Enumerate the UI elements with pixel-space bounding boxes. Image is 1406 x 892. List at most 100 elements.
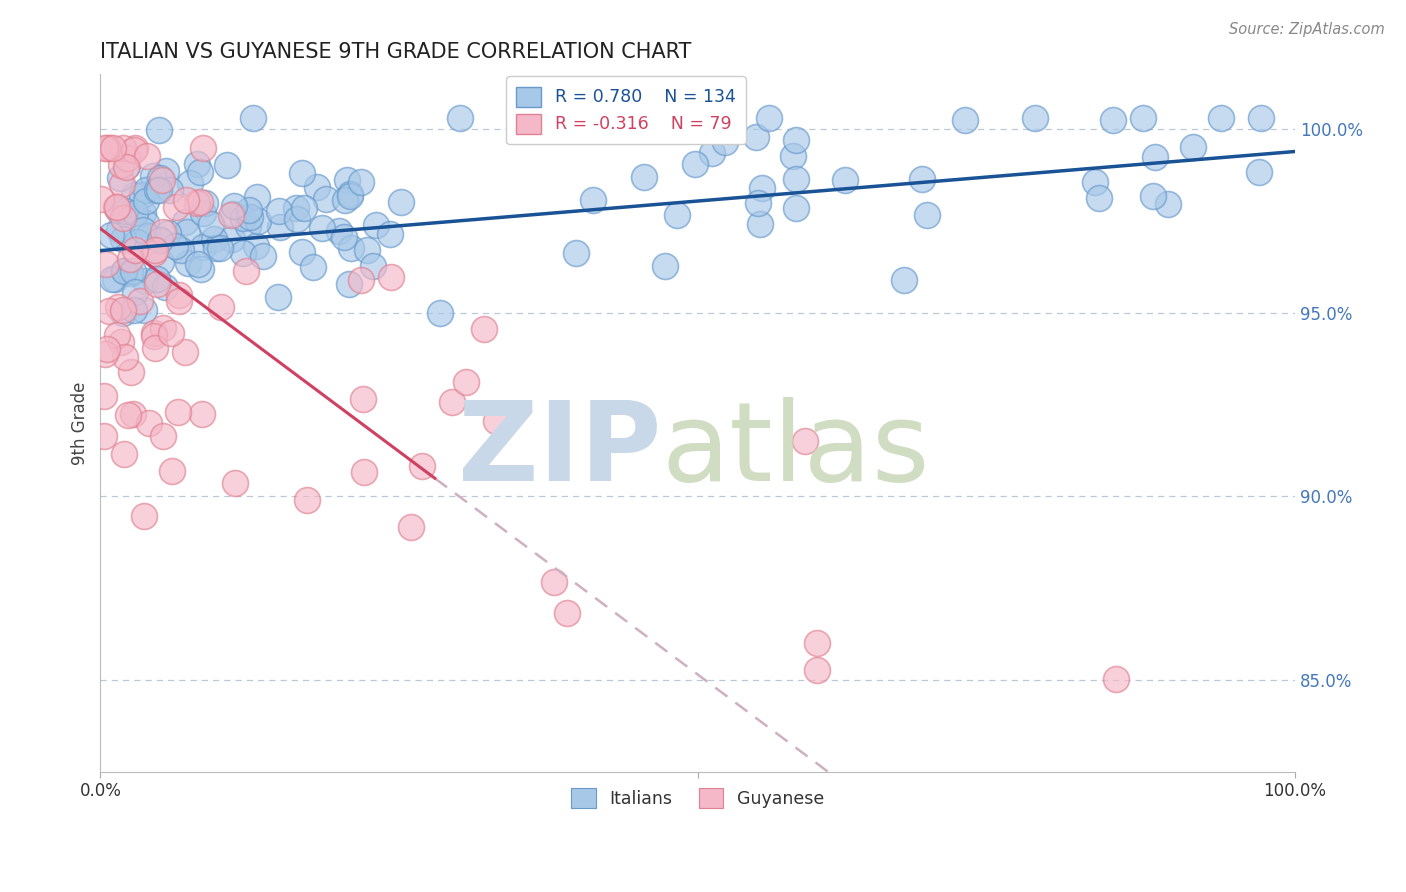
Point xyxy=(292,201,315,215)
Point xyxy=(582,193,605,207)
Point xyxy=(112,447,135,461)
Point xyxy=(134,274,156,288)
Point xyxy=(186,257,208,271)
Point xyxy=(124,285,146,300)
Point xyxy=(114,161,136,175)
Point xyxy=(138,229,160,244)
Point xyxy=(122,143,145,157)
Point xyxy=(138,416,160,430)
Point xyxy=(454,375,477,389)
Point xyxy=(440,395,463,409)
Point xyxy=(124,244,146,258)
Point xyxy=(143,326,166,340)
Point xyxy=(340,241,363,255)
Point xyxy=(235,264,257,278)
Point xyxy=(160,464,183,478)
Point xyxy=(285,212,308,227)
Point xyxy=(315,192,337,206)
Point xyxy=(269,219,291,234)
Point xyxy=(114,350,136,364)
Text: ITALIAN VS GUYANESE 9TH GRADE CORRELATION CHART: ITALIAN VS GUYANESE 9TH GRADE CORRELATIO… xyxy=(100,42,692,62)
Point xyxy=(285,202,308,216)
Point xyxy=(191,206,214,220)
Point xyxy=(149,233,172,247)
Point xyxy=(378,227,401,242)
Point xyxy=(794,434,817,449)
Point xyxy=(191,141,214,155)
Point xyxy=(174,215,197,229)
Point xyxy=(785,201,807,215)
Point xyxy=(1209,112,1232,126)
Point xyxy=(152,225,174,239)
Point xyxy=(186,156,208,170)
Point xyxy=(364,218,387,232)
Point xyxy=(117,159,139,173)
Point xyxy=(217,158,239,172)
Point xyxy=(188,165,211,179)
Point xyxy=(152,321,174,335)
Point xyxy=(170,244,193,258)
Point xyxy=(186,195,208,210)
Point xyxy=(893,273,915,287)
Point xyxy=(174,193,197,207)
Point xyxy=(136,148,159,162)
Point xyxy=(389,194,412,209)
Point xyxy=(93,389,115,403)
Point xyxy=(93,429,115,443)
Point xyxy=(104,271,127,285)
Point xyxy=(350,175,373,189)
Point xyxy=(1102,113,1125,128)
Point xyxy=(159,183,181,197)
Point xyxy=(336,173,359,187)
Point xyxy=(411,458,433,473)
Point xyxy=(339,188,361,202)
Point xyxy=(167,405,190,419)
Point xyxy=(105,328,128,343)
Point xyxy=(112,232,135,246)
Point xyxy=(1157,197,1180,211)
Point xyxy=(307,180,329,194)
Point xyxy=(834,172,856,186)
Point xyxy=(252,249,274,263)
Point xyxy=(1132,112,1154,126)
Point xyxy=(1105,672,1128,686)
Point xyxy=(1142,189,1164,203)
Point xyxy=(100,227,122,242)
Point xyxy=(143,243,166,257)
Point xyxy=(1084,175,1107,189)
Point xyxy=(200,217,222,231)
Point xyxy=(167,293,190,308)
Point xyxy=(124,141,146,155)
Point xyxy=(1144,150,1167,164)
Point xyxy=(221,208,243,222)
Point xyxy=(100,272,122,286)
Point xyxy=(302,260,325,274)
Point xyxy=(485,414,508,428)
Point xyxy=(146,183,169,197)
Point xyxy=(143,245,166,260)
Text: ZIP: ZIP xyxy=(458,398,662,505)
Point xyxy=(108,170,131,185)
Point xyxy=(380,269,402,284)
Point xyxy=(633,170,655,185)
Point xyxy=(124,188,146,202)
Point xyxy=(543,575,565,590)
Point xyxy=(295,493,318,508)
Point xyxy=(205,241,228,255)
Y-axis label: 9th Grade: 9th Grade xyxy=(72,382,89,465)
Point xyxy=(666,208,689,222)
Point xyxy=(190,262,212,277)
Point xyxy=(112,141,135,155)
Point xyxy=(222,199,245,213)
Point xyxy=(222,207,245,221)
Point xyxy=(194,196,217,211)
Point xyxy=(758,112,780,126)
Point xyxy=(148,183,170,197)
Point xyxy=(179,177,201,191)
Point xyxy=(654,260,676,274)
Point xyxy=(165,201,187,215)
Point xyxy=(188,194,211,209)
Point xyxy=(1250,112,1272,126)
Point xyxy=(1088,191,1111,205)
Point xyxy=(238,219,260,234)
